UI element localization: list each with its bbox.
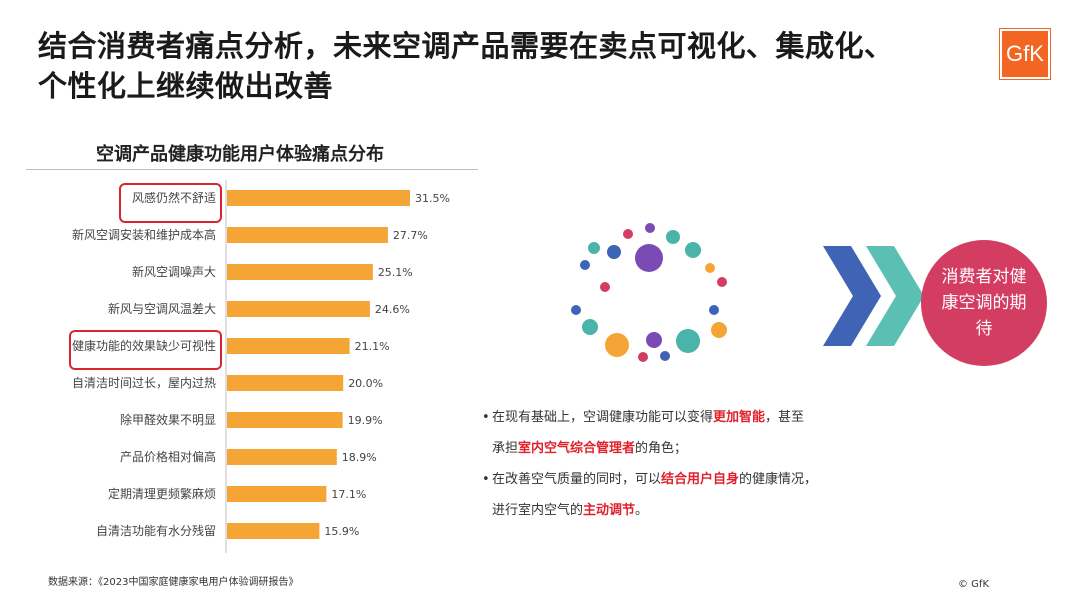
- bar-5: [227, 375, 344, 391]
- bar-8: [227, 486, 327, 502]
- value-label-6: 19.9%: [348, 414, 383, 427]
- bar-2: [227, 264, 373, 280]
- value-label-8: 17.1%: [331, 488, 366, 501]
- bullet-list: • 在现有基础上，空调健康功能可以变得更加智能，甚至 承担室内空气综合管理者的角色…: [482, 402, 902, 526]
- category-label-9: 自清洁功能有水分残留: [96, 524, 216, 538]
- bar-3: [227, 301, 370, 317]
- highlight-text: 结合用户自身: [661, 472, 740, 487]
- page-title-line2: 个性化上继续做出改善: [38, 69, 334, 103]
- copyright-note: © GfK: [958, 579, 990, 590]
- bar-7: [227, 449, 337, 465]
- bullet-item-2: • 在改善空气质量的同时，可以结合用户自身的健康情况， 进行室内空气的主动调节。: [482, 464, 902, 526]
- category-label-7: 产品价格相对偏高: [120, 449, 216, 464]
- bar-6: [227, 412, 343, 428]
- bullet-dot-icon: •: [482, 410, 490, 425]
- bar-0: [227, 190, 410, 206]
- highlight-box-discomfort: [119, 183, 222, 223]
- page-title-line1: 结合消费者痛点分析，未来空调产品需要在卖点可视化、集成化、: [38, 29, 894, 63]
- highlight-text: 更加智能: [713, 410, 766, 425]
- highlight-box-visibility: [69, 330, 222, 370]
- expectation-bubble-text: 消费者对健康空调的期待: [941, 267, 1027, 339]
- category-label-5: 自清洁时间过长，屋内过热: [72, 376, 216, 390]
- page-title: 结合消费者痛点分析，未来空调产品需要在卖点可视化、集成化、 个性化上继续做出改善: [38, 26, 968, 106]
- expectation-bubble: 消费者对健康空调的期待: [921, 240, 1047, 366]
- value-label-3: 24.6%: [375, 303, 410, 316]
- category-label-2: 新风空调噪声大: [132, 264, 216, 279]
- value-label-2: 25.1%: [378, 266, 413, 279]
- chart-title: 空调产品健康功能用户体验痛点分布: [96, 144, 384, 165]
- data-source-note: 数据来源：《2023中国家庭健康家电用户体验调研报告》: [48, 577, 299, 588]
- value-label-5: 20.0%: [348, 377, 383, 390]
- category-label-0: 风感仍然不舒适: [132, 190, 216, 205]
- gfk-logo: GfK: [999, 28, 1051, 80]
- highlight-text: 主动调节: [583, 503, 636, 518]
- category-label-8: 定期清理更频繁麻烦: [108, 486, 216, 501]
- category-label-4: 健康功能的效果缺少可视性: [72, 338, 216, 353]
- bar-1: [227, 227, 388, 243]
- bar-9: [227, 523, 320, 539]
- chart-title-divider: [26, 169, 478, 170]
- value-label-1: 27.7%: [393, 229, 428, 242]
- bullet-dot-icon: •: [482, 472, 490, 487]
- bar-4: [227, 338, 350, 354]
- bullet-item-1: • 在现有基础上，空调健康功能可以变得更加智能，甚至 承担室内空气综合管理者的角色…: [482, 402, 902, 464]
- category-label-1: 新风空调安装和维护成本高: [72, 227, 216, 242]
- value-label-7: 18.9%: [342, 451, 377, 464]
- value-label-4: 21.1%: [355, 340, 390, 353]
- value-label-0: 31.5%: [415, 192, 450, 205]
- value-label-9: 15.9%: [324, 525, 359, 538]
- highlight-text: 室内空气综合管理者: [518, 441, 636, 456]
- category-label-3: 新风与空调风温差大: [108, 301, 216, 316]
- category-label-6: 除甲醛效果不明显: [120, 412, 216, 427]
